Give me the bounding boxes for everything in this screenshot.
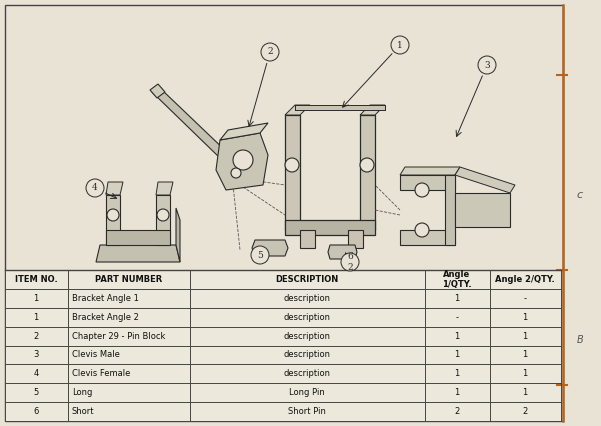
- Text: 6
2: 6 2: [347, 252, 353, 272]
- Polygon shape: [176, 208, 180, 262]
- Polygon shape: [285, 105, 310, 115]
- Circle shape: [261, 43, 279, 61]
- Text: 1: 1: [454, 351, 460, 360]
- Text: Short Pin: Short Pin: [288, 407, 326, 416]
- Polygon shape: [328, 245, 357, 259]
- Polygon shape: [106, 182, 123, 195]
- Text: 1: 1: [34, 294, 38, 303]
- Text: description: description: [284, 294, 331, 303]
- Text: Angle 2/QTY.: Angle 2/QTY.: [495, 275, 555, 284]
- Polygon shape: [156, 195, 170, 245]
- Polygon shape: [106, 230, 170, 245]
- Circle shape: [233, 150, 253, 170]
- Text: -: -: [456, 313, 459, 322]
- Text: Short: Short: [72, 407, 94, 416]
- Text: Bracket Angle 2: Bracket Angle 2: [72, 313, 139, 322]
- Polygon shape: [216, 133, 268, 190]
- Text: ITEM NO.: ITEM NO.: [14, 275, 57, 284]
- Circle shape: [478, 56, 496, 74]
- Text: 2: 2: [522, 407, 528, 416]
- Polygon shape: [400, 175, 455, 190]
- Polygon shape: [285, 220, 375, 235]
- Bar: [5, 270, 561, 421]
- Text: Angle
1/QTY.: Angle 1/QTY.: [442, 270, 472, 289]
- Text: 2: 2: [267, 48, 273, 57]
- Circle shape: [251, 246, 269, 264]
- Text: 2: 2: [454, 407, 460, 416]
- Polygon shape: [360, 105, 385, 115]
- Polygon shape: [220, 123, 268, 140]
- Text: Clevis Male: Clevis Male: [72, 351, 120, 360]
- Text: Clevis Female: Clevis Female: [72, 369, 130, 378]
- Text: 2: 2: [34, 331, 38, 340]
- Polygon shape: [400, 167, 460, 175]
- Text: 1: 1: [34, 313, 38, 322]
- Text: 1: 1: [522, 313, 528, 322]
- Text: Long Pin: Long Pin: [289, 388, 325, 397]
- Text: B: B: [576, 335, 584, 345]
- Polygon shape: [400, 230, 455, 245]
- Polygon shape: [152, 90, 230, 158]
- Text: description: description: [284, 313, 331, 322]
- Text: c: c: [577, 190, 583, 200]
- Polygon shape: [150, 84, 165, 98]
- Text: 1: 1: [454, 369, 460, 378]
- Polygon shape: [445, 175, 455, 245]
- Polygon shape: [295, 105, 385, 110]
- Polygon shape: [285, 115, 300, 230]
- Polygon shape: [96, 245, 180, 262]
- Polygon shape: [360, 115, 375, 230]
- Text: DESCRIPTION: DESCRIPTION: [275, 275, 338, 284]
- Text: 1: 1: [454, 294, 460, 303]
- Circle shape: [157, 209, 169, 221]
- Text: Long: Long: [72, 388, 93, 397]
- Polygon shape: [252, 240, 288, 256]
- Circle shape: [341, 253, 359, 271]
- Text: description: description: [284, 369, 331, 378]
- Text: 1: 1: [522, 351, 528, 360]
- Text: 1: 1: [522, 388, 528, 397]
- Polygon shape: [300, 230, 315, 248]
- Text: 5: 5: [34, 388, 38, 397]
- Text: 1: 1: [397, 40, 403, 49]
- Polygon shape: [156, 182, 173, 195]
- Circle shape: [107, 209, 119, 221]
- Circle shape: [391, 36, 409, 54]
- Polygon shape: [455, 193, 510, 227]
- Polygon shape: [348, 230, 363, 248]
- Circle shape: [360, 158, 374, 172]
- Polygon shape: [455, 167, 515, 193]
- Polygon shape: [106, 195, 120, 245]
- Text: 1: 1: [522, 369, 528, 378]
- Text: PART NUMBER: PART NUMBER: [96, 275, 163, 284]
- Text: 1: 1: [522, 331, 528, 340]
- Text: 6: 6: [33, 407, 38, 416]
- Text: -: -: [523, 294, 526, 303]
- Text: 3: 3: [484, 60, 490, 69]
- Text: 3: 3: [33, 351, 38, 360]
- Circle shape: [231, 168, 241, 178]
- Text: 1: 1: [454, 331, 460, 340]
- Text: 4: 4: [34, 369, 38, 378]
- Text: 4: 4: [92, 184, 98, 193]
- Text: Bracket Angle 1: Bracket Angle 1: [72, 294, 139, 303]
- Text: description: description: [284, 331, 331, 340]
- Text: 1: 1: [454, 388, 460, 397]
- Text: 5: 5: [257, 250, 263, 259]
- Circle shape: [415, 183, 429, 197]
- Circle shape: [285, 158, 299, 172]
- Text: Chapter 29 - Pin Block: Chapter 29 - Pin Block: [72, 331, 165, 340]
- Circle shape: [415, 223, 429, 237]
- Circle shape: [86, 179, 104, 197]
- Text: description: description: [284, 351, 331, 360]
